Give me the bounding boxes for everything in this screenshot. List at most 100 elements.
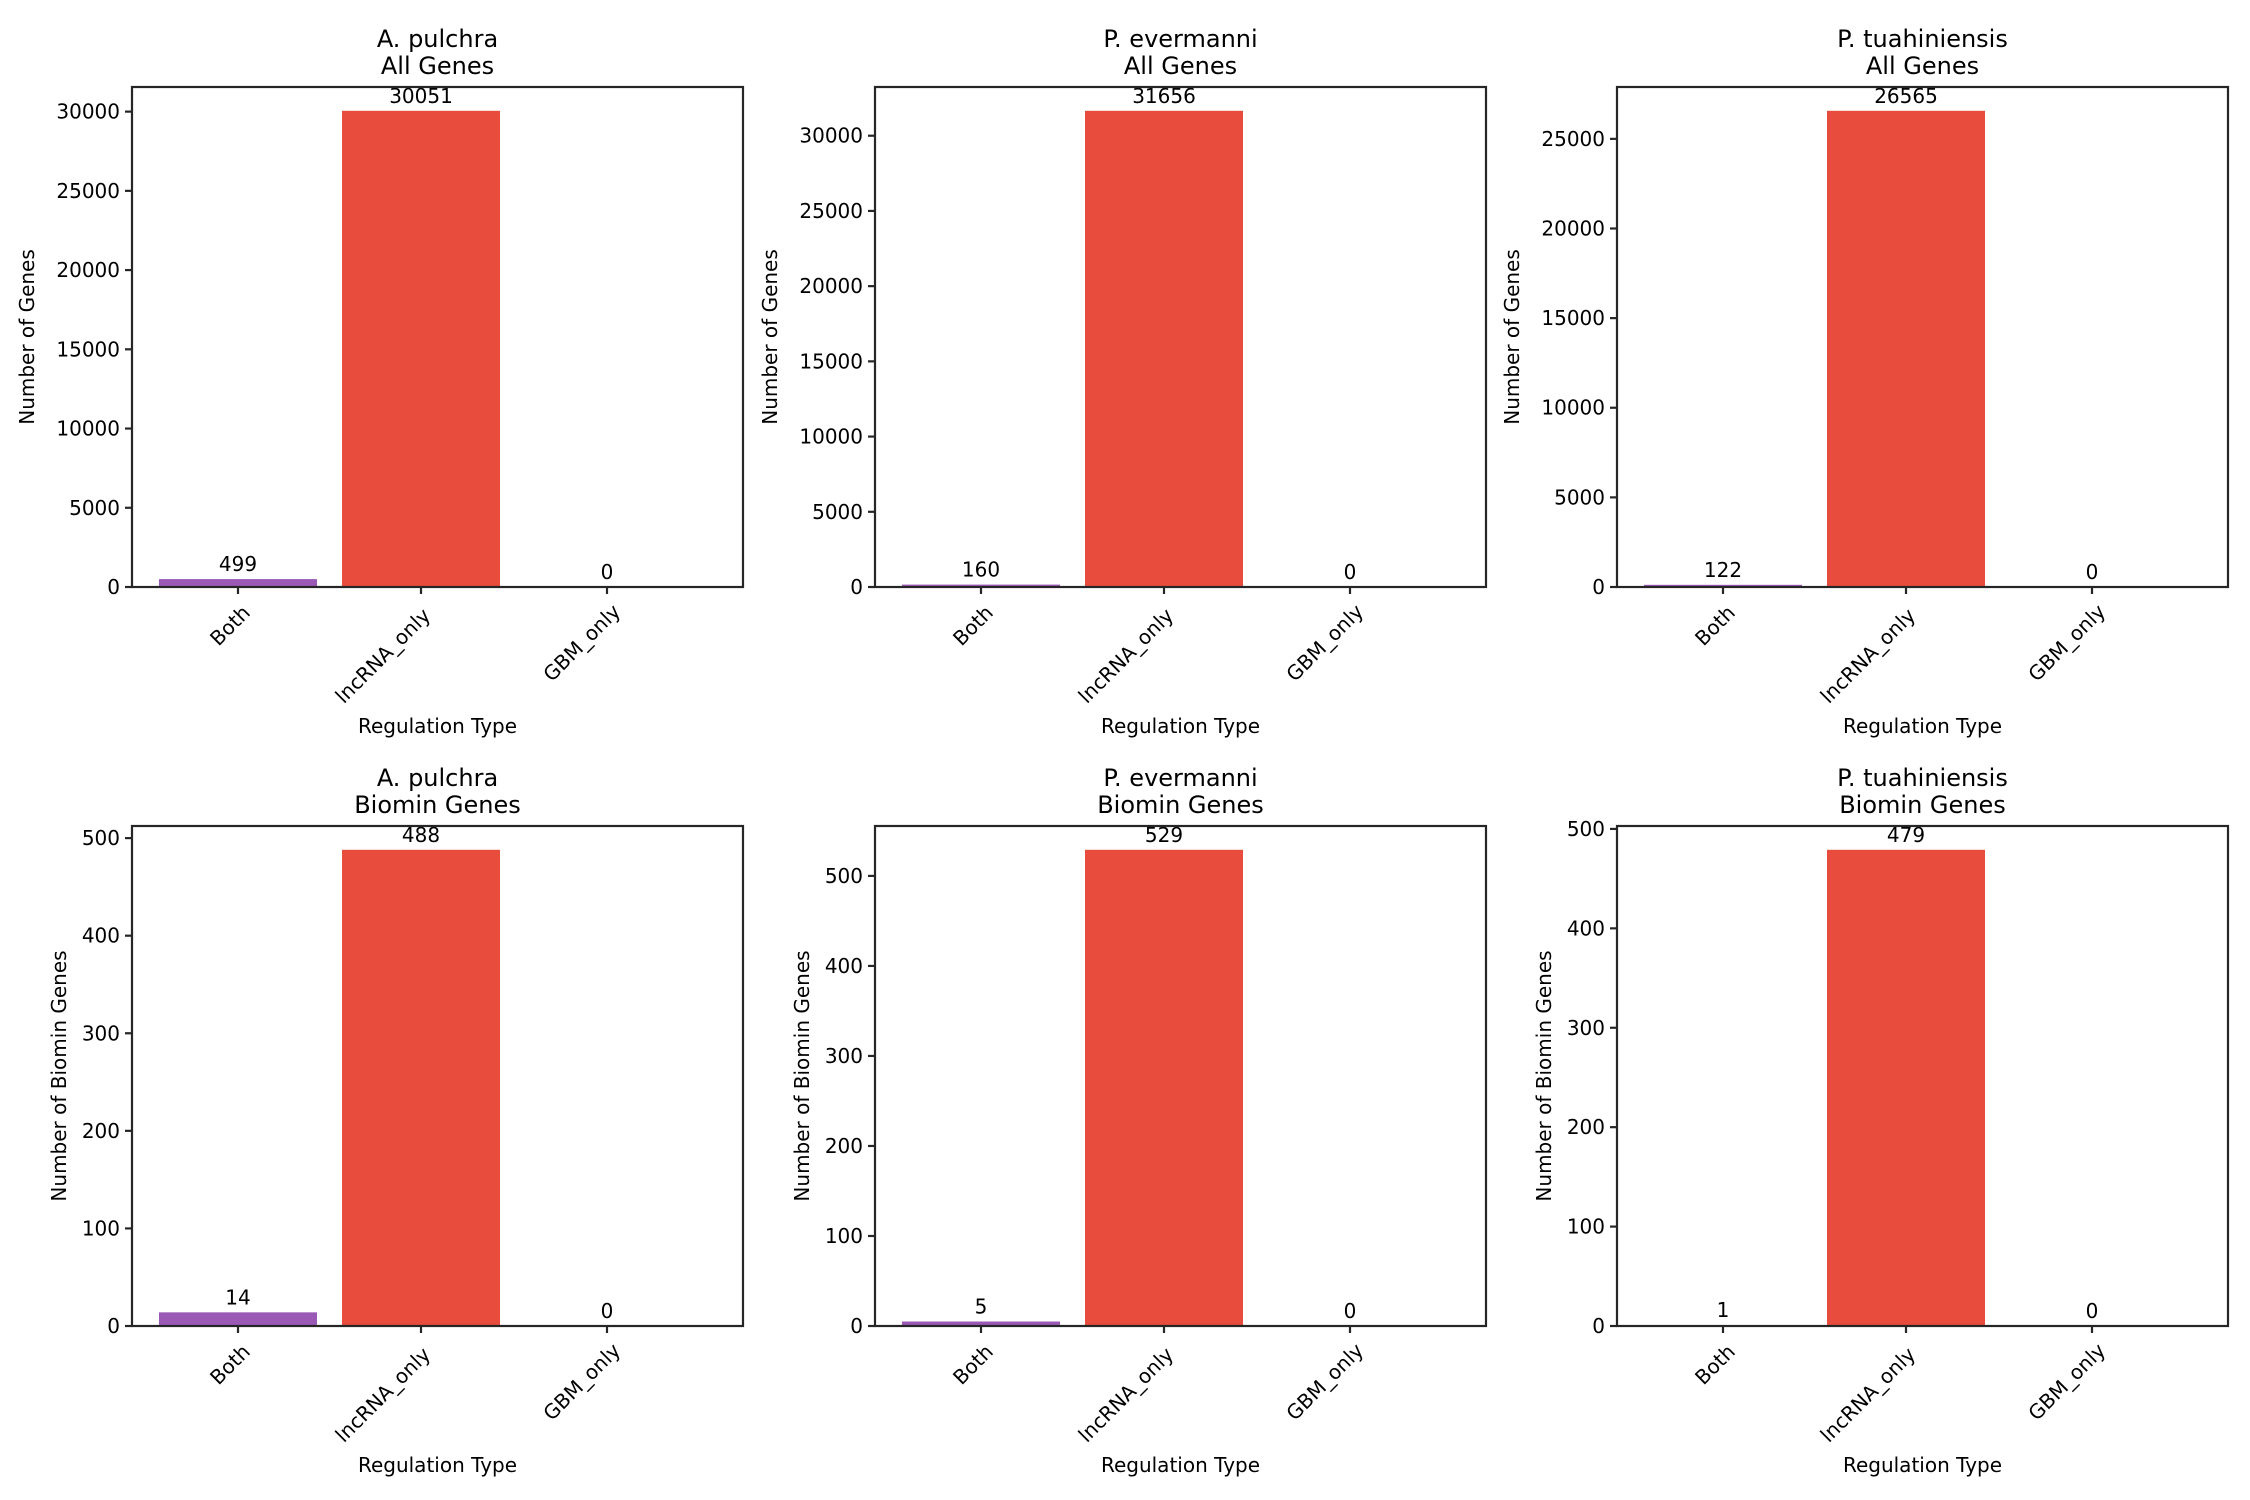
x-axis-label: Regulation Type — [1843, 1453, 2002, 1477]
x-tick-label: lncRNA_only — [330, 1342, 435, 1447]
x-axis-label: Regulation Type — [1101, 1453, 1260, 1477]
x-tick-label: GBM_only — [1281, 1338, 1368, 1425]
y-tick-label: 10000 — [1541, 396, 1605, 420]
y-tick-label: 10000 — [799, 425, 863, 449]
subplot-title-species: P. tuahiniensis — [1837, 25, 2008, 53]
y-axis-label: Number of Genes — [15, 249, 39, 425]
y-tick-label: 400 — [1567, 916, 1605, 940]
bar-value-label: 1 — [1717, 1298, 1730, 1322]
bar-value-label: 14 — [225, 1285, 250, 1309]
y-tick-label: 100 — [82, 1216, 120, 1240]
x-tick-label: lncRNA_only — [1815, 1342, 1920, 1447]
bar-value-label: 122 — [1704, 558, 1742, 582]
x-axis-label: Regulation Type — [1101, 714, 1260, 738]
x-tick-label: lncRNA_only — [330, 603, 435, 708]
y-tick-label: 20000 — [56, 258, 120, 282]
y-axis-label: Number of Genes — [758, 249, 782, 425]
y-tick-label: 300 — [1567, 1016, 1605, 1040]
bar-lncrna-only — [1085, 110, 1243, 588]
y-tick-label: 25000 — [56, 179, 120, 203]
x-tick-label: Both — [1690, 1340, 1740, 1390]
y-tick-label: 5000 — [812, 500, 863, 524]
y-tick-label: 5000 — [69, 496, 120, 520]
x-tick-label: GBM_only — [2023, 1338, 2110, 1425]
bar-value-label: 499 — [219, 552, 257, 576]
bar-value-label: 0 — [2086, 560, 2099, 584]
axes-frame — [873, 824, 1488, 1328]
y-tick-label: 0 — [850, 1314, 863, 1338]
x-tick-label: GBM_only — [538, 1338, 625, 1425]
bar-value-label: 160 — [962, 558, 1000, 582]
x-tick-label: Both — [205, 1340, 255, 1390]
x-tick-label: GBM_only — [2023, 599, 2110, 686]
y-tick-label: 300 — [825, 1044, 863, 1068]
subplot-title-set: All Genes — [381, 52, 494, 80]
bar-both — [902, 1321, 1060, 1326]
y-tick-label: 0 — [850, 575, 863, 599]
subplot-title-set: All Genes — [1124, 52, 1237, 80]
subplot-title-species: P. evermanni — [1103, 764, 1257, 792]
axes-frame — [1615, 824, 2230, 1328]
bar-value-label: 0 — [1344, 560, 1357, 584]
x-tick-label: Both — [948, 1340, 998, 1390]
y-tick-label: 20000 — [1541, 216, 1605, 240]
y-tick-label: 5000 — [1554, 485, 1605, 509]
axes-frame — [1615, 85, 2230, 589]
subplot: 160316560050001000015000200002500030000B… — [758, 25, 1488, 738]
x-tick-label: lncRNA_only — [1073, 1342, 1178, 1447]
y-tick-label: 15000 — [799, 349, 863, 373]
y-tick-label: 200 — [1567, 1115, 1605, 1139]
bar-lncrna-only — [1827, 849, 1985, 1326]
bar-lncrna-only — [342, 849, 500, 1326]
y-tick-label: 100 — [825, 1224, 863, 1248]
y-tick-label: 400 — [825, 954, 863, 978]
y-tick-label: 300 — [82, 1021, 120, 1045]
y-tick-label: 100 — [1567, 1215, 1605, 1239]
bar-lncrna-only — [1085, 849, 1243, 1326]
subplot-title-set: All Genes — [1866, 52, 1979, 80]
y-tick-label: 400 — [82, 924, 120, 948]
bar-value-label: 0 — [601, 1299, 614, 1323]
y-tick-label: 500 — [825, 864, 863, 888]
x-tick-label: Both — [948, 601, 998, 651]
y-tick-label: 500 — [1567, 817, 1605, 841]
y-tick-label: 20000 — [799, 274, 863, 298]
y-tick-label: 10000 — [56, 417, 120, 441]
bar-value-label: 0 — [2086, 1299, 2099, 1323]
bar-lncrna-only — [1827, 110, 1985, 588]
y-tick-label: 30000 — [56, 100, 120, 124]
y-axis-label: Number of Biomin Genes — [790, 950, 814, 1201]
x-axis-label: Regulation Type — [358, 1453, 517, 1477]
y-tick-label: 25000 — [1541, 127, 1605, 151]
subplot-title-species: P. evermanni — [1103, 25, 1257, 53]
y-tick-label: 200 — [825, 1134, 863, 1158]
bar-value-label: 0 — [601, 560, 614, 584]
bar-value-label: 5 — [975, 1294, 988, 1318]
bar-lncrna-only — [342, 110, 500, 588]
subplot-title-set: Biomin Genes — [354, 791, 521, 819]
bar-both — [902, 584, 1060, 587]
subplot-title-species: A. pulchra — [377, 25, 498, 53]
subplot: 499300510050001000015000200002500030000B… — [15, 25, 745, 738]
subplot-title-set: Biomin Genes — [1097, 791, 1264, 819]
x-axis-label: Regulation Type — [1843, 714, 2002, 738]
axes-frame — [130, 85, 745, 589]
y-tick-label: 500 — [82, 826, 120, 850]
x-tick-label: GBM_only — [1281, 599, 1368, 686]
y-tick-label: 0 — [1592, 1314, 1605, 1338]
bar-value-label: 0 — [1344, 1299, 1357, 1323]
y-axis-label: Number of Genes — [1500, 249, 1524, 425]
y-axis-label: Number of Biomin Genes — [1532, 950, 1556, 1201]
x-tick-label: GBM_only — [538, 599, 625, 686]
x-tick-label: Both — [205, 601, 255, 651]
axes-frame — [873, 85, 1488, 589]
x-tick-label: Both — [1690, 601, 1740, 651]
y-tick-label: 0 — [1592, 575, 1605, 599]
y-tick-label: 15000 — [1541, 306, 1605, 330]
y-axis-label: Number of Biomin Genes — [47, 950, 71, 1201]
axes-frame — [130, 824, 745, 1328]
